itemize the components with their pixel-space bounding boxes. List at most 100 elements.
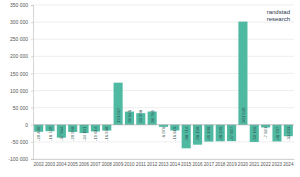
x-tick: 2016 [192,159,203,167]
y-tick-mark [31,39,33,40]
bar [204,125,213,142]
x-tick-label: 2004 [56,162,67,167]
x-tick-label: 2015 [181,162,192,167]
data-label: -20 400 [36,126,41,141]
x-tick-label: 2010 [124,162,135,167]
y-tick: 150 000 [10,71,33,77]
y-tick-mark [31,22,33,23]
data-label: -7 691 [263,126,268,139]
y-tick-label: 150 000 [10,71,28,77]
data-label: 38 769 [150,109,155,122]
x-tick-label: 2003 [45,162,56,167]
y-tick-label: 350 000 [10,2,28,8]
data-label: -68 714 [184,126,189,141]
data-label: -58 158 [195,126,200,141]
y-tick: 0 [25,122,33,128]
x-tick-label: 2009 [113,162,124,167]
y-tick: -50 000 [11,139,33,145]
x-tick: 2007 [90,159,101,167]
bar [193,125,202,145]
y-tick-label: 50 000 [13,105,29,111]
x-tick: 2018 [215,159,226,167]
bar [114,83,123,125]
x-tick: 2003 [45,159,56,167]
y-tick-mark [31,159,33,160]
y-tick-mark [31,125,33,126]
y-tick: 200 000 [10,53,33,59]
x-tick: 2005 [68,159,79,167]
y-axis-line [31,6,34,160]
grid-line [33,90,294,91]
grid-line [33,159,294,160]
x-tick-label: 2019 [226,162,237,167]
x-tick-label: 2016 [192,162,203,167]
x-tick: 2009 [113,159,124,167]
grid-line [33,56,294,57]
x-tick: 2006 [79,159,90,167]
annotation-text: randstad [267,9,290,15]
bar [272,125,281,142]
bar [227,125,236,141]
y-tick-label: -50 000 [11,139,28,145]
data-label: -48 707 [275,126,280,141]
x-tick-label: 2006 [79,162,90,167]
data-label: -18 740 [48,126,53,141]
x-tick: 2021 [249,159,260,167]
data-label: 123 027 [116,107,121,123]
y-tick-label: -100 000 [8,156,28,162]
x-tick-label: 2012 [147,162,158,167]
x-tick-label: 2020 [238,162,249,167]
x-tick-label: 2023 [272,162,283,167]
data-label: -16 938 [104,126,109,141]
bars [34,22,293,149]
x-tick: 2014 [170,159,181,167]
grid-line [33,39,294,40]
data-label: -6 076 [161,126,166,139]
x-tick: 2002 [34,159,45,167]
bar [238,22,247,125]
data-label: -37 564 [59,126,64,141]
x-tick-label: 2018 [215,162,226,167]
zero-line [33,124,294,125]
data-label: 33 908 [138,109,143,122]
data-label: -16 616 [172,126,177,141]
x-tick: 2008 [102,159,113,167]
x-tick-label: 2017 [204,162,215,167]
data-label: 38 646 [127,109,132,122]
data-label: 301 540 [241,107,246,123]
grid-line [33,107,294,108]
annotation-text: research [267,16,290,22]
data-label: -24 191 [82,126,87,141]
y-tick-label: 0 [25,122,28,128]
chart-svg: -100 000 -50 000 0 50 000 100 000 150 000 200 … [0,0,300,177]
y-tick: 350 000 [10,2,33,8]
y-tick-mark [31,142,33,143]
y-tick-mark [31,5,33,6]
y-tick-mark [31,108,33,109]
y-tick: 50 000 [13,105,33,111]
x-tick-label: 2022 [261,162,272,167]
x-tick: 2015 [181,159,192,167]
bar [159,125,168,127]
bar [182,125,191,149]
x-axis-line [34,159,295,160]
bar [216,125,225,142]
x-tick: 2017 [204,159,215,167]
data-labels: -20 400-18 740-37 564-20 958-24 191-19 6… [36,107,291,141]
grid-line [33,22,294,23]
data-label: -33 433 [286,126,291,141]
x-axis: 2002200320042005200620072008200920102011… [34,159,295,167]
y-tick: -100 000 [8,156,33,162]
x-tick-label: 2024 [283,162,294,167]
y-tick-label: 200 000 [10,53,28,59]
annotation: randstadresearch [267,9,290,22]
y-tick: 300 000 [10,19,33,25]
x-tick-label: 2005 [68,162,79,167]
y-tick-label: 100 000 [10,88,28,94]
grid-line [33,5,294,6]
x-tick: 2010 [124,159,135,167]
x-tick-label: 2002 [34,162,45,167]
y-tick-label: 250 000 [10,36,28,42]
data-label: -20 958 [70,126,75,141]
x-tick-label: 2021 [249,162,260,167]
